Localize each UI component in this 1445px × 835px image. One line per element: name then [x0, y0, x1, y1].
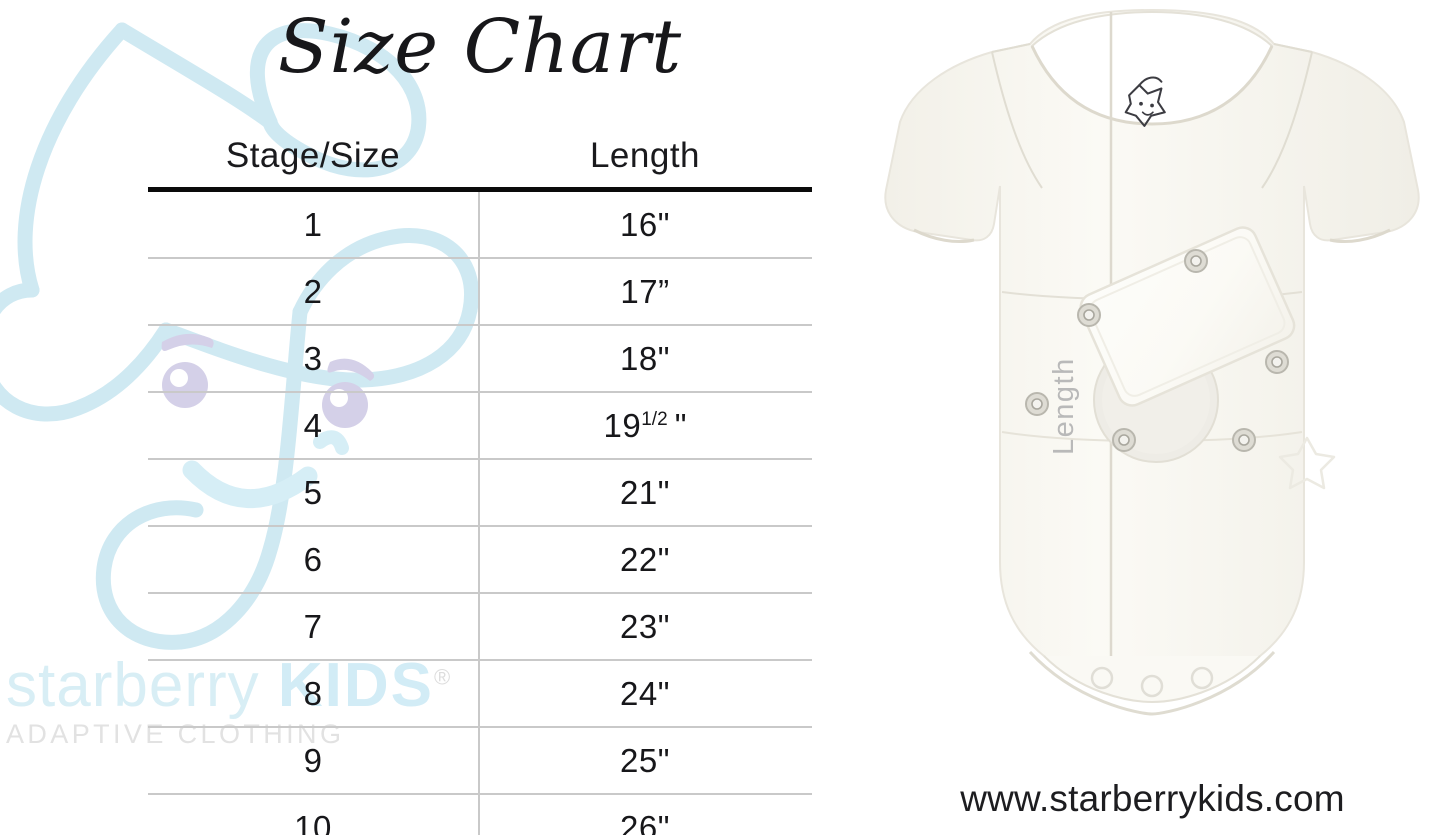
cell-stage-size: 9 — [303, 741, 323, 779]
cell-stage-size: 6 — [303, 540, 323, 578]
column-header-length: Length — [589, 136, 701, 175]
cell-length: 21" — [620, 473, 670, 511]
cell-stage-size: 7 — [303, 607, 323, 645]
cell-stage-size: 4 — [303, 406, 323, 444]
table-row: 5 21" — [148, 458, 812, 525]
table-body: 1 16" 2 17” 3 18" 4 191/2 " 5 21" 6 22" 7 23" 8 24" 9 25"… — [148, 192, 812, 835]
column-divider — [478, 192, 480, 835]
table-row: 10 26" — [148, 793, 812, 835]
cell-stage-size: 2 — [303, 272, 323, 310]
table-row: 6 22" — [148, 525, 812, 592]
length-whole: 19 — [603, 406, 642, 444]
website-url: www.starberrykids.com — [960, 778, 1345, 819]
cell-stage-size: 5 — [303, 473, 323, 511]
neckline-logo-icon — [1124, 76, 1166, 127]
cell-length: 25" — [620, 741, 670, 779]
cell-length: 17” — [620, 272, 670, 310]
cell-length: 23" — [620, 607, 670, 645]
cell-length: 22" — [620, 540, 670, 578]
adaptive-flap-panel — [1079, 226, 1296, 407]
length-unit: " — [674, 406, 687, 444]
table-row: 2 17” — [148, 257, 812, 324]
product-photo-bodysuit — [884, 8, 1420, 716]
cell-stage-size: 1 — [303, 205, 323, 243]
cell-length: 24" — [620, 674, 670, 712]
table-row: 7 23" — [148, 592, 812, 659]
size-table: Stage/Size Length 1 16" 2 17” 3 18" 4 191/2 " 5 2… — [148, 125, 812, 835]
page-title: Size Chart — [277, 4, 683, 90]
table-row: 1 16" — [148, 192, 812, 257]
cell-stage-size: 3 — [303, 339, 323, 377]
cell-stage-size: 8 — [303, 674, 323, 712]
table-header-row: Stage/Size Length — [148, 125, 812, 187]
length-measurement-label: Length — [1048, 357, 1080, 455]
snap-fasteners — [1025, 249, 1289, 698]
table-row: 8 24" — [148, 659, 812, 726]
cell-length: 191/2 " — [478, 407, 812, 445]
table-header-rule — [148, 187, 812, 192]
table-row: 9 25" — [148, 726, 812, 793]
length-fraction: 1/2 — [641, 408, 668, 430]
table-row: 4 191/2 " — [148, 391, 812, 458]
cell-length: 26" — [620, 808, 670, 835]
cell-length: 16" — [620, 205, 670, 243]
cell-stage-size: 10 — [294, 808, 332, 835]
table-row: 3 18" — [148, 324, 812, 391]
cell-length: 18" — [620, 339, 670, 377]
column-header-stage-size: Stage/Size — [225, 136, 401, 175]
star-motif-icon — [1278, 436, 1336, 490]
